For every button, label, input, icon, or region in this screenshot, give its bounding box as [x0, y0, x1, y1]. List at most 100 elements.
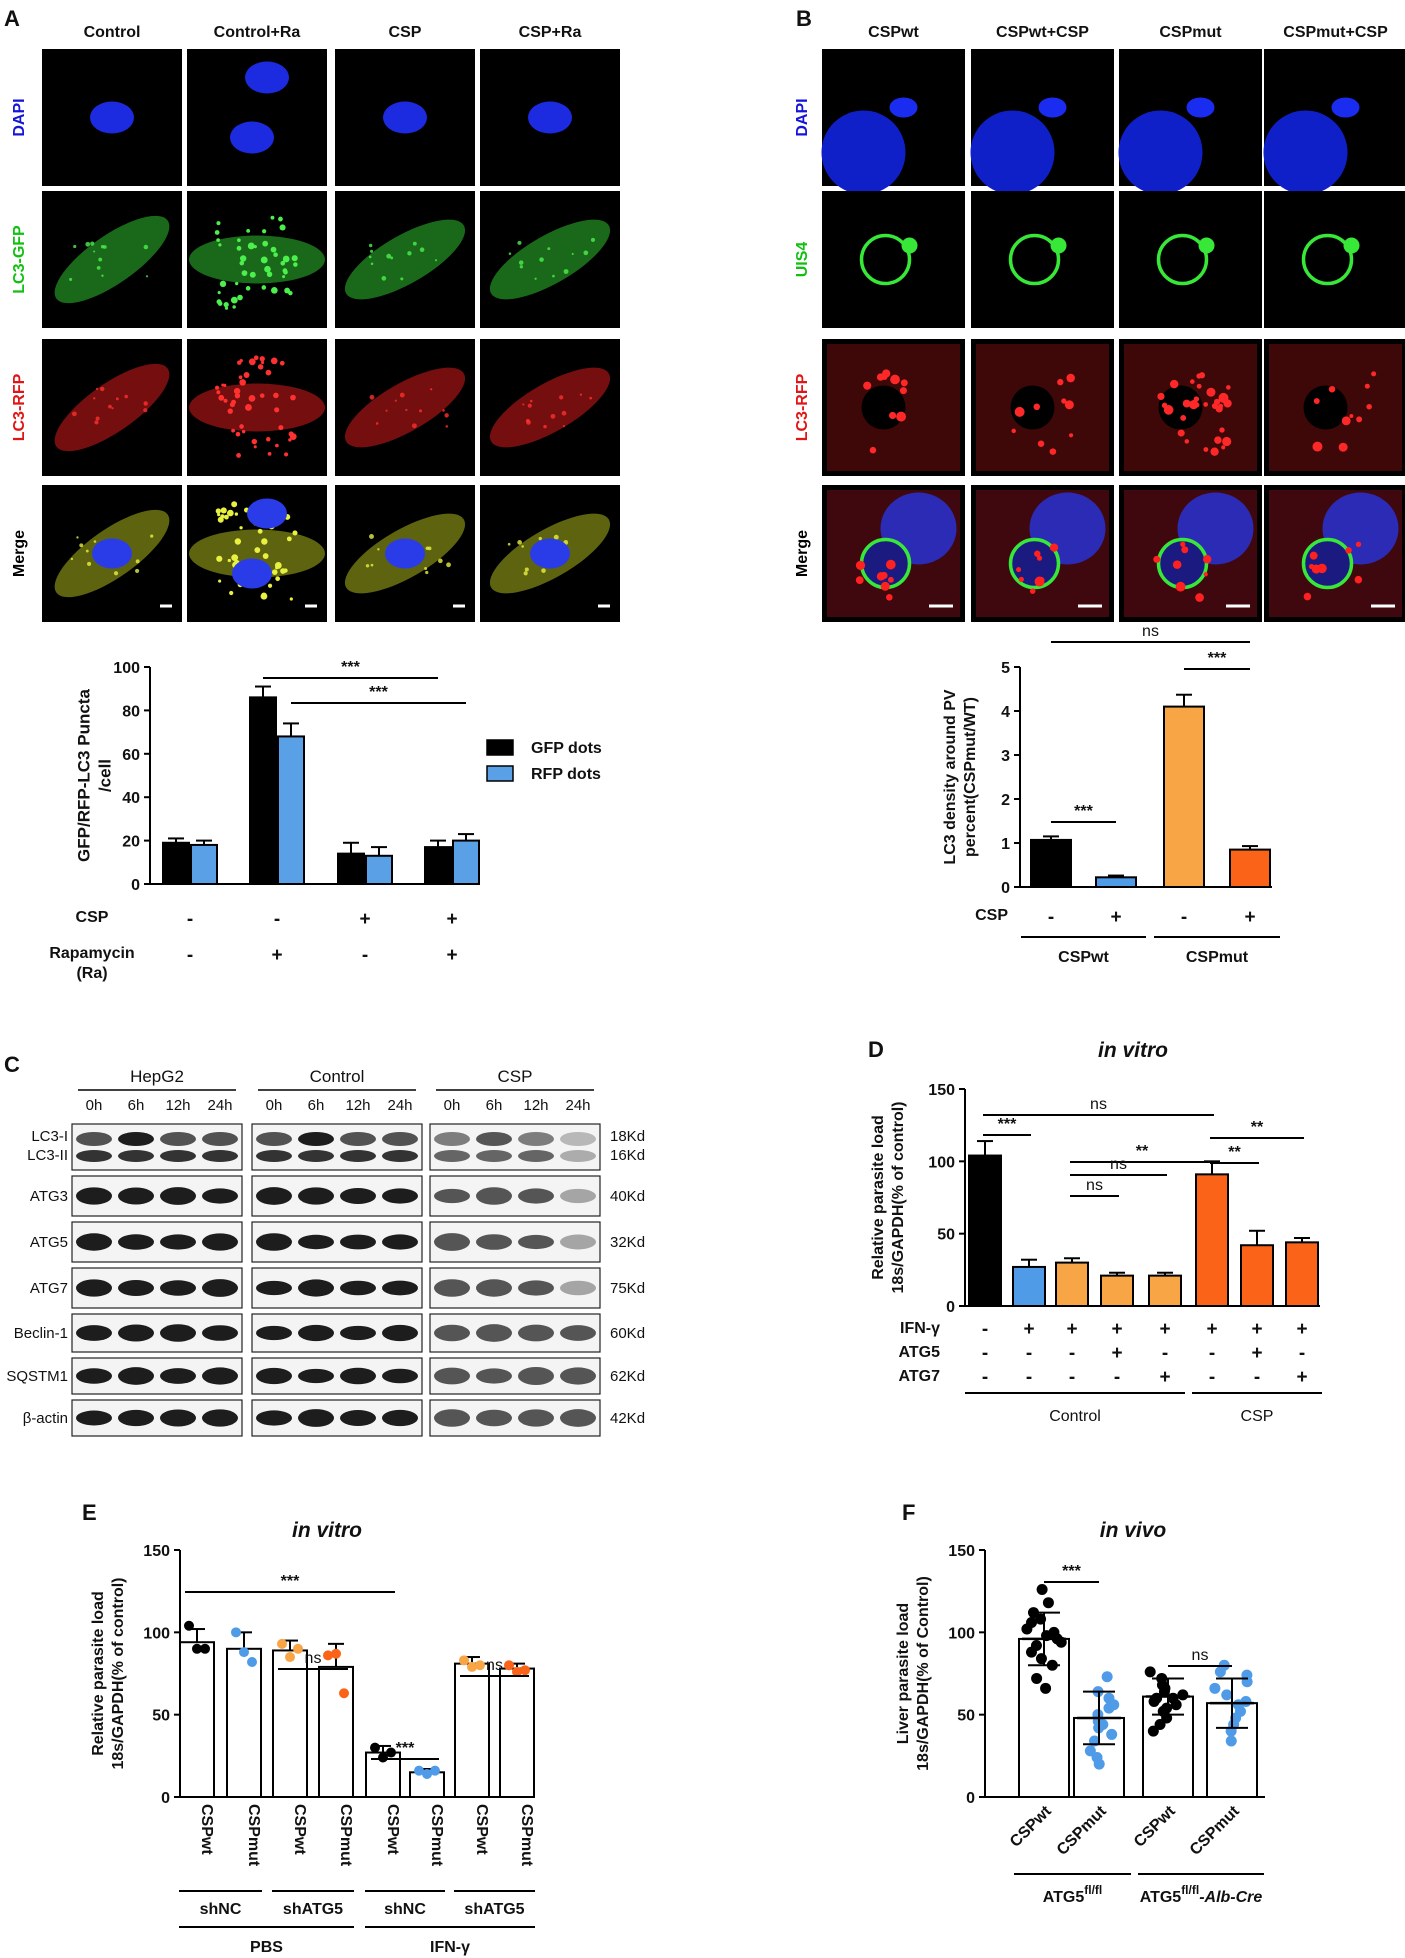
punctum — [405, 408, 408, 412]
cell-body — [489, 219, 611, 300]
blot-band — [518, 1409, 554, 1427]
punctum — [541, 568, 546, 573]
chart-d-significance-label: ** — [1228, 1144, 1241, 1161]
blot-strip — [429, 1313, 601, 1353]
panel-a-column-title: CSP+Ra — [519, 24, 582, 41]
punctum — [253, 445, 257, 449]
punctum — [275, 576, 281, 582]
punctum — [227, 408, 233, 414]
lc3-punctum — [863, 381, 872, 390]
blot-band — [202, 1279, 238, 1297]
blot-band — [298, 1368, 334, 1384]
chart-e-subgroup-label: shATG5 — [283, 1901, 343, 1918]
blot-timepoint: 0h — [444, 1097, 461, 1114]
lc3-punctum — [1355, 541, 1362, 548]
chart-f-data-point — [1084, 1745, 1096, 1757]
chart-a-legend-swatch — [486, 765, 514, 782]
punctum — [446, 562, 451, 568]
punctum — [231, 399, 237, 405]
chart-d-factor-value: + — [1159, 1367, 1170, 1388]
punctum — [444, 413, 449, 418]
lc3-punctum — [1312, 441, 1323, 452]
lc3-punctum — [886, 593, 893, 601]
punctum — [529, 399, 533, 403]
punctum — [234, 512, 239, 516]
blot-band — [202, 1325, 238, 1341]
blot-band — [434, 1324, 470, 1342]
blot-group-label: CSP — [498, 1067, 533, 1086]
lc3-punctum — [1172, 560, 1182, 569]
chart-a-factor-label-group: CSP — [76, 909, 109, 926]
chart-e-data-point — [339, 1688, 349, 1699]
chart-e-data-point — [285, 1652, 295, 1663]
chart-f-data-point — [1170, 1699, 1182, 1711]
chart-e-data-point — [231, 1627, 241, 1638]
chart-e-category-label: CSPmut — [337, 1804, 354, 1867]
blot-frame — [429, 1123, 601, 1171]
blot-band — [340, 1325, 376, 1341]
chart-d-y-tick-label: 150 — [928, 1082, 955, 1099]
blot-band — [518, 1280, 554, 1296]
blot-band — [382, 1188, 418, 1204]
punctum — [234, 393, 241, 399]
chart-d-factor-value: + — [1251, 1319, 1262, 1340]
chart-e-significance-label: ns — [486, 1657, 503, 1674]
blot-timepoint: 0h — [86, 1097, 103, 1114]
punctum — [543, 424, 547, 429]
chart-a-factor-value: - — [362, 945, 368, 966]
blot-band — [298, 1234, 334, 1250]
punctum — [521, 545, 524, 548]
blot-band — [560, 1367, 596, 1385]
punctum — [370, 563, 374, 567]
blot-strip — [71, 1175, 243, 1217]
punctum — [220, 514, 225, 519]
punctum — [290, 394, 296, 401]
chart-a-factor-label: (Ra) — [76, 965, 107, 982]
blot-band — [118, 1150, 154, 1162]
punctum — [517, 240, 522, 245]
lc3-punctum — [1222, 436, 1232, 447]
punctum — [526, 420, 531, 425]
chart-d-factor-value: - — [982, 1343, 988, 1364]
lc3-punctum — [1033, 403, 1041, 411]
blot-timepoint: 24h — [387, 1097, 412, 1114]
panel-b-image-tile — [1118, 49, 1262, 195]
blot-band — [202, 1367, 238, 1385]
punctum — [270, 287, 278, 294]
blot-band — [160, 1368, 196, 1384]
group-gene: ATG5 — [1043, 1889, 1085, 1906]
nucleus — [385, 538, 425, 569]
chart-e-data-point — [422, 1768, 432, 1779]
punctum — [214, 230, 220, 235]
chart-e-y-label: Relative parasite load — [90, 1591, 107, 1756]
punctum — [518, 260, 524, 265]
blot-band — [76, 1150, 112, 1162]
punctum — [237, 238, 241, 243]
chart-e-y-tick-label: 100 — [143, 1625, 170, 1642]
blot-band — [76, 1187, 112, 1205]
punctum — [278, 216, 283, 222]
blot-band — [298, 1132, 334, 1146]
punctum — [235, 431, 241, 437]
lc3-punctum — [1364, 383, 1370, 389]
cell-body — [344, 219, 466, 300]
chart-f-data-point — [1106, 1728, 1118, 1740]
chart-d-factor-value: + — [1206, 1319, 1217, 1340]
punctum — [375, 422, 379, 425]
chart-f-group-label: ATG5fl/fl-Alb-Cre — [1140, 1883, 1263, 1906]
punctum — [562, 424, 566, 428]
punctum — [370, 262, 374, 266]
punctum — [411, 423, 417, 429]
punctum — [241, 429, 246, 434]
blot-band — [118, 1367, 154, 1385]
chart-e-bar — [454, 1662, 490, 1798]
chart-b-factor-value: + — [1244, 907, 1255, 928]
blot-band — [118, 1324, 154, 1342]
chart-b-bar — [1095, 876, 1137, 889]
panel-a-image-tile — [42, 191, 182, 328]
blot-band — [118, 1132, 154, 1146]
punctum — [273, 392, 279, 399]
lc3-punctum — [896, 411, 907, 422]
punctum — [257, 364, 264, 370]
blot-band — [382, 1324, 418, 1342]
